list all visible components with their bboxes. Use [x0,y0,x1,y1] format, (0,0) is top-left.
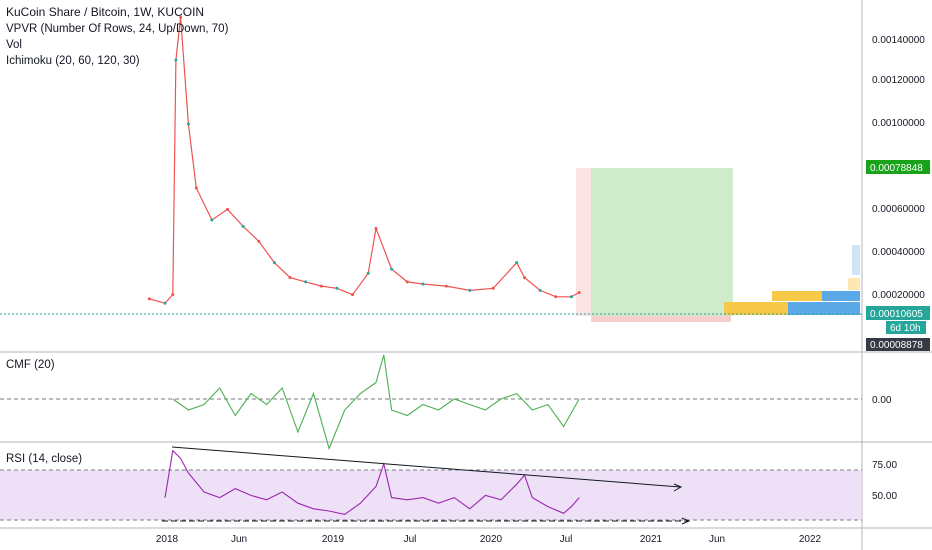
price-point [272,261,276,265]
profit-zone [591,168,733,316]
price-point [390,267,394,271]
price-point [491,286,495,290]
price-point [194,186,198,190]
time-axis-tick: 2018 [156,534,179,545]
time-axis-tick: 2020 [480,534,503,545]
price-point [577,291,581,295]
price-point [335,286,339,290]
target-price-text: 0.00078848 [870,163,923,174]
rsi-band [0,470,862,520]
vpvr-bar [852,245,860,275]
low-price-tag [866,338,930,351]
rsi-line [164,449,580,515]
price-point [405,280,409,284]
price-point [522,276,526,280]
price-point [366,271,370,275]
indicator-vpvr[interactable]: VPVR (Number Of Rows, 24, Up/Down, 70) [6,23,229,35]
price-axis-tick: 0.00100000 [872,118,925,129]
target-price-tag [866,160,930,174]
rsi-pane [164,449,580,515]
price-point [241,224,245,228]
low-price-text: 0.00008878 [870,340,923,351]
price-point [288,276,292,280]
price-point [319,284,323,288]
price-pane [0,15,862,315]
price-line [149,17,580,304]
rsi-trendline [171,446,681,488]
vpvr-bar [788,302,860,315]
cmf-line [172,354,580,451]
vpvr-bar [848,278,860,290]
vpvr-bar [772,291,822,301]
cmf-axis-tick: 0.00 [872,395,892,406]
price-point [226,207,230,211]
price-axis-tick: 0.00140000 [872,35,925,46]
time-axis-tick: 2021 [640,534,663,545]
indicator-vol[interactable]: Vol [6,39,22,51]
indicator-ichimoku[interactable]: Ichimoku (20, 60, 120, 30) [6,55,140,67]
price-point [257,239,261,243]
cmf-pane-label[interactable]: CMF (20) [6,359,55,371]
vpvr-bar [724,302,788,315]
time-axis: 2018 Jun 2019 Jul 2020 Jul 2021 Jun 2022 [156,534,822,545]
vpvr-histogram [724,245,860,315]
time-axis-tick: Jun [709,534,725,545]
price-point [569,295,573,299]
price-axis-tick: 0.00120000 [872,75,925,86]
time-axis-tick: Jun [231,534,247,545]
price-axis-tick: 0.00040000 [872,247,925,258]
rsi-axis-tick: 75.00 [872,460,897,471]
countdown-text: 6d 10h [890,323,921,334]
rsi-pane-label[interactable]: RSI (14, close) [6,453,83,465]
time-axis-tick: Jul [404,534,417,545]
price-point [538,288,542,292]
price-point [186,122,190,126]
price-point [421,282,425,286]
price-point [179,15,183,19]
price-point [304,280,308,284]
price-point [147,297,151,301]
time-axis-tick: Jul [560,534,573,545]
price-point [171,293,175,297]
price-point [374,227,378,231]
last-price-text: 0.00010605 [870,309,923,320]
price-point [163,301,167,305]
vpvr-bar [822,291,860,301]
rsi-axis-tick: 50.00 [872,491,897,502]
time-axis-tick: 2022 [799,534,822,545]
price-point [444,284,448,288]
loss-zone [591,316,731,322]
price-point [351,293,355,297]
price-axis-tick: 0.00060000 [872,204,925,215]
cmf-pane [172,354,580,451]
countdown-tag [886,321,926,334]
price-point [210,218,214,222]
price-axis-tick: 0.00020000 [872,290,925,301]
price-point [174,58,178,62]
price-point [554,295,558,299]
last-price-tag [866,306,930,320]
price-point [515,261,519,265]
rsi-trendline-arrow [673,483,683,492]
price-point [468,288,472,292]
time-axis-tick: 2019 [322,534,345,545]
rsi-support-arrow [681,517,691,525]
symbol-title[interactable]: KuCoin Share / Bitcoin, 1W, KUCOIN [6,5,205,19]
